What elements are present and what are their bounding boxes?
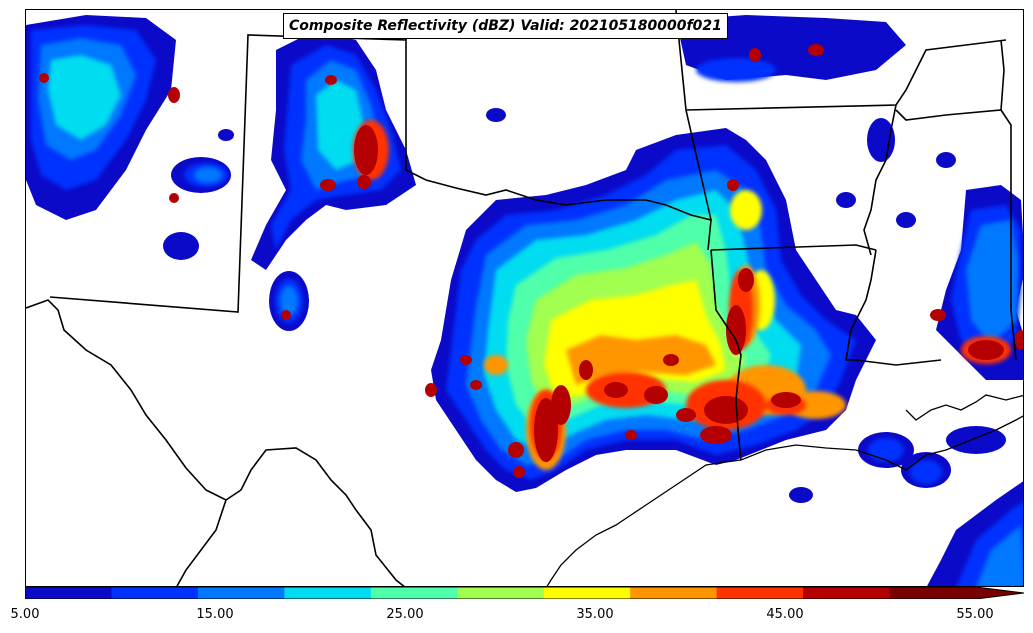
colorbar-tick-label: 15.00 xyxy=(196,607,234,622)
colorbar-segment xyxy=(630,587,718,599)
colorbar-outline xyxy=(25,587,1024,599)
colorbar-segment xyxy=(111,587,199,599)
colorbar-segment xyxy=(457,587,545,599)
colorbar-segment xyxy=(25,587,112,599)
reflectivity-field xyxy=(26,15,1023,586)
colorbar-segment xyxy=(716,587,804,599)
colorbar-tick-label: 5.00 xyxy=(10,607,40,622)
colorbar-segment xyxy=(543,587,631,599)
map-panel xyxy=(25,9,1024,587)
colorbar-segment xyxy=(197,587,285,599)
colorbar-tick-label: 25.00 xyxy=(386,607,424,622)
colorbar-extend-arrow xyxy=(976,587,1024,599)
colorbar-segment xyxy=(889,587,977,599)
colorbar xyxy=(25,587,1024,599)
map-title: Composite Reflectivity (dBZ) Valid: 2021… xyxy=(283,13,728,39)
colorbar-tick-label: 35.00 xyxy=(576,607,614,622)
colorbar-segment xyxy=(284,587,372,599)
colorbar-segment xyxy=(370,587,458,599)
colorbar-tick-label: 55.00 xyxy=(956,607,994,622)
colorbar-segment xyxy=(803,587,891,599)
colorbar-tick-label: 45.00 xyxy=(766,607,804,622)
coastline xyxy=(546,394,1023,586)
reflectivity-map xyxy=(26,10,1023,586)
